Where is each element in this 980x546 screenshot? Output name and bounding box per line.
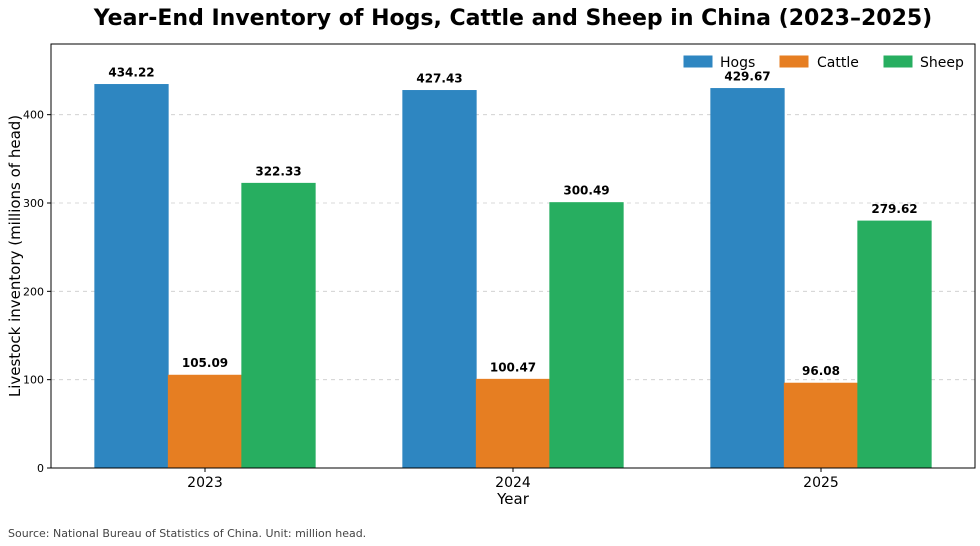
bar-value-label: 434.22 — [108, 65, 154, 79]
bar-value-label: 429.67 — [724, 69, 770, 83]
legend-swatch-hogs — [683, 55, 713, 68]
legend-label-sheep: Sheep — [920, 55, 964, 71]
bar-hogs-2024 — [402, 90, 477, 469]
bar-value-label: 322.33 — [255, 164, 301, 178]
source-note: Source: National Bureau of Statistics of… — [8, 527, 367, 540]
x-tick-label: 2024 — [495, 475, 531, 491]
bar-sheep-2024 — [549, 202, 624, 469]
bar-value-label: 279.62 — [871, 202, 917, 216]
legend-label-cattle: Cattle — [817, 55, 859, 71]
legend-label-hogs: Hogs — [720, 55, 755, 71]
axes: 0 100 200 300 400 2023 2024 2025 — [23, 43, 976, 491]
legend-swatch-cattle — [779, 55, 809, 68]
y-tick-label: 400 — [23, 109, 44, 122]
chart-title: Year-End Inventory of Hogs, Cattle and S… — [93, 6, 933, 31]
legend-swatch-sheep — [883, 55, 913, 68]
legend: Hogs Cattle Sheep — [683, 55, 964, 71]
bar-value-label: 100.47 — [490, 360, 536, 374]
y-tick-label: 300 — [23, 197, 44, 210]
bar-value-label: 105.09 — [182, 356, 228, 370]
bar-value-labels: 434.22 105.09 322.33 427.43 100.47 300.49 429.… — [108, 65, 917, 378]
bar-hogs-2025 — [710, 88, 785, 469]
bar-value-label: 427.43 — [416, 71, 462, 85]
bars — [94, 84, 932, 469]
y-tick-label: 100 — [23, 374, 44, 387]
y-axis-label: Livestock inventory (millions of head) — [6, 115, 24, 397]
y-tick-label: 200 — [23, 285, 44, 298]
bar-value-label: 300.49 — [563, 184, 609, 198]
x-tick-label: 2023 — [187, 475, 223, 491]
bar-sheep-2025 — [857, 220, 932, 469]
x-tick-label: 2025 — [803, 475, 839, 491]
bar-sheep-2023 — [241, 182, 316, 469]
plot-frame — [50, 43, 976, 469]
bar-hogs-2023 — [94, 84, 169, 469]
x-axis-label: Year — [496, 490, 530, 508]
bar-cattle-2024 — [475, 378, 551, 469]
bar-value-label: 96.08 — [802, 364, 840, 378]
bar-cattle-2025 — [783, 382, 859, 469]
y-tick-label: 0 — [37, 462, 44, 475]
grid-lines — [51, 114, 975, 381]
bar-cattle-2023 — [167, 374, 243, 469]
